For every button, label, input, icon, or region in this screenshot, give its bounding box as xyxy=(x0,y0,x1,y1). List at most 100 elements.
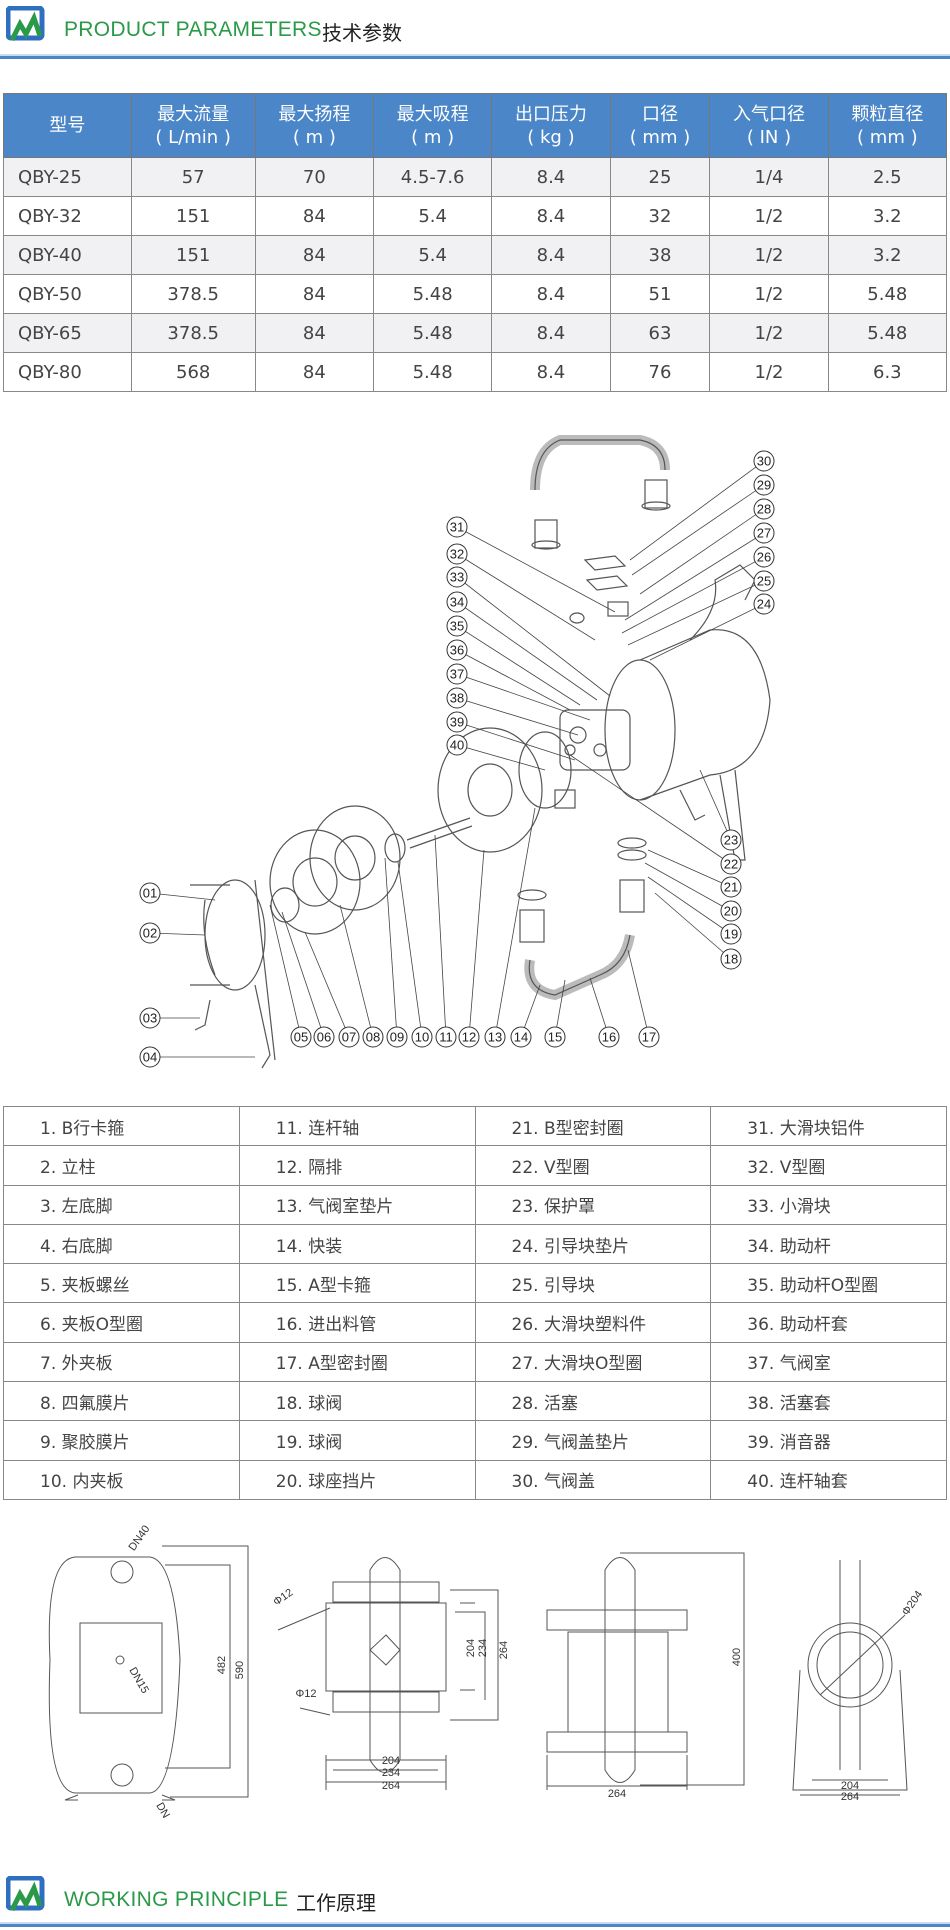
leader-line xyxy=(456,673,591,721)
part-item: 10. 内夹板 xyxy=(3,1459,240,1500)
part-callout: 10 xyxy=(397,861,433,1048)
column-header: 型号 xyxy=(3,93,132,158)
part-callout: 22 xyxy=(569,754,742,875)
part-callout: 03 xyxy=(139,1007,200,1029)
callout-circle xyxy=(446,566,468,588)
callout-number: 21 xyxy=(724,880,738,895)
leader-line xyxy=(647,849,732,888)
part-item: 39. 消音器 xyxy=(710,1420,947,1461)
leader-line xyxy=(456,649,571,711)
part-callout: 24 xyxy=(649,593,775,661)
part-item: 22. V型圈 xyxy=(474,1145,712,1186)
part-item: 30. 气阀盖 xyxy=(474,1459,712,1500)
table-cell: 1/2 xyxy=(709,352,829,392)
parts-row: 7. 外夹板 17. A型密封圈 27. 大滑块O型圈 37. 气阀室 xyxy=(3,1341,947,1383)
part-item: 7. 外夹板 xyxy=(3,1341,240,1383)
callout-circle xyxy=(386,1026,408,1048)
dimension-label: DN15 xyxy=(126,1665,150,1695)
dimension-label: 264 xyxy=(841,1791,859,1803)
part-callout: 30 xyxy=(629,450,775,561)
column-header: 最大扬程( m ) xyxy=(254,93,375,158)
column-header: 入气口径( IN ) xyxy=(709,93,829,158)
column-header-label: 最大流量 xyxy=(157,103,230,125)
table-cell: 1/2 xyxy=(709,313,829,353)
part-item: 29. 气阀盖垫片 xyxy=(474,1420,712,1461)
column-header: 颗粒直径( mm ) xyxy=(827,93,948,158)
parts-row: 2. 立柱 12. 隔排 22. V型圈 32. V型圈 xyxy=(3,1145,947,1186)
end-view-drawing xyxy=(792,1560,908,1796)
column-header-label: 口径 xyxy=(641,103,678,125)
part-callout: 23 xyxy=(699,769,742,851)
callout-circle xyxy=(446,639,468,661)
part-callout: 06 xyxy=(281,911,335,1048)
column-header-unit: ( mm ) xyxy=(629,126,691,148)
callout-number: 31 xyxy=(450,520,464,535)
leader-line xyxy=(649,603,765,661)
leader-line xyxy=(434,834,447,1038)
callout-number: 17 xyxy=(642,1030,656,1045)
column-header-label: 入气口径 xyxy=(733,103,805,125)
table-cell: 1/2 xyxy=(709,235,829,275)
part-callout: 38 xyxy=(446,687,579,736)
company-logo-icon xyxy=(6,6,45,42)
callout-number: 23 xyxy=(724,833,738,848)
callout-circle xyxy=(598,1026,620,1048)
leader-line xyxy=(456,721,576,761)
dimension-label: 234 xyxy=(382,1767,400,1779)
part-item: 15. A型卡箍 xyxy=(238,1263,476,1304)
callout-number: 18 xyxy=(724,952,738,967)
callout-circle xyxy=(753,522,775,544)
part-callout: 27 xyxy=(624,522,775,621)
table-cell: 32 xyxy=(609,196,711,236)
leader-line xyxy=(384,857,398,1038)
callout-number: 28 xyxy=(757,502,771,517)
leader-line xyxy=(304,931,350,1038)
table-cell: QBY-50 xyxy=(3,274,132,314)
part-callout: 37 xyxy=(446,663,591,721)
part-item: 2. 立柱 xyxy=(3,1145,240,1186)
part-callout: 32 xyxy=(446,543,596,641)
dimension-label: DN40 xyxy=(127,1523,153,1553)
leader-line xyxy=(149,892,216,901)
table-cell: 8.4 xyxy=(491,157,611,197)
callout-number: 25 xyxy=(757,574,771,589)
parts-row: 1. B行卡箍 11. 连杆轴 21. B型密封圈 31. 大滑块铝件 xyxy=(3,1105,947,1147)
callout-number: 26 xyxy=(757,550,771,565)
callout-circle xyxy=(458,1026,480,1048)
part-item: 13. 气阀室垫片 xyxy=(238,1184,476,1225)
leader-line xyxy=(699,769,732,841)
dimension-label: 264 xyxy=(608,1788,626,1800)
section-divider xyxy=(0,54,950,59)
table-cell: 378.5 xyxy=(130,274,256,314)
table-cell: 8.4 xyxy=(491,235,611,275)
dimension-label: DN xyxy=(153,1801,171,1821)
part-item: 37. 气阀室 xyxy=(710,1341,947,1383)
table-cell: 57 xyxy=(130,157,256,197)
part-item: 32. V型圈 xyxy=(710,1145,947,1186)
part-item: 33. 小滑块 xyxy=(710,1184,947,1225)
callout-number: 06 xyxy=(317,1030,331,1045)
column-header-unit: ( IN ) xyxy=(746,126,792,148)
dimension-label: Φ12 xyxy=(295,1688,316,1700)
callout-number: 04 xyxy=(143,1050,157,1065)
callout-circle xyxy=(446,711,468,733)
part-callout: 04 xyxy=(139,1046,255,1068)
part-item: 35. 助动杆O型圈 xyxy=(710,1263,947,1304)
part-callout: 31 xyxy=(446,516,616,613)
table-cell: QBY-25 xyxy=(3,157,132,197)
column-header: 最大吸程( m ) xyxy=(372,93,493,158)
section-title-en: PRODUCT PARAMETERS xyxy=(64,18,322,41)
table-cell: QBY-65 xyxy=(3,313,132,353)
column-header-label: 颗粒直径 xyxy=(851,103,924,125)
table-cell: QBY-80 xyxy=(3,352,132,392)
callout-number: 30 xyxy=(757,454,771,469)
column-header-unit: ( m ) xyxy=(292,126,336,148)
callout-circle xyxy=(720,876,742,898)
part-callout: 02 xyxy=(139,922,206,944)
table-cell: 5.48 xyxy=(372,352,493,392)
table-cell: 5.48 xyxy=(827,313,948,353)
part-callout: 18 xyxy=(654,892,742,970)
table-cell: 1/2 xyxy=(709,274,829,314)
leader-line xyxy=(631,484,765,576)
